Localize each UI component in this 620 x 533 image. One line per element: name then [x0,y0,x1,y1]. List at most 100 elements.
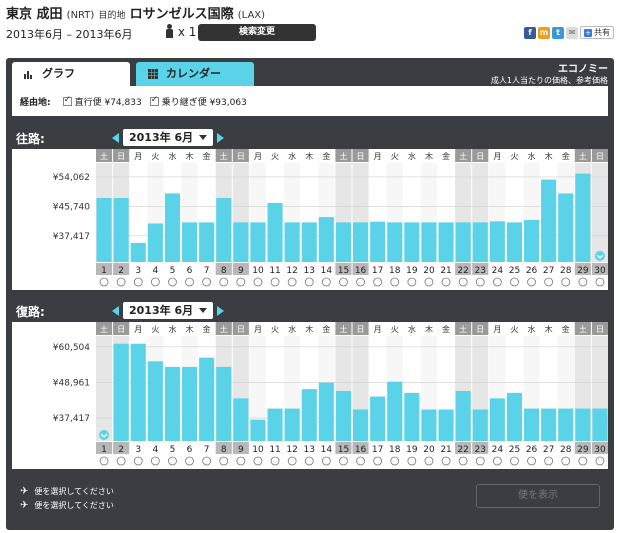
price-bar[interactable] [318,217,334,262]
date-radio[interactable] [544,456,554,466]
date-radio[interactable] [202,277,212,287]
price-bar[interactable] [267,202,283,262]
price-bar[interactable] [284,408,300,441]
date-radio[interactable] [441,277,451,287]
date-radio[interactable] [270,456,280,466]
date-radio[interactable] [150,456,160,466]
price-bar[interactable] [216,198,232,262]
date-radio[interactable] [339,277,348,287]
date-radio[interactable] [304,277,314,287]
price-bar[interactable] [233,398,249,441]
price-bar[interactable] [113,343,129,441]
price-bar[interactable] [147,361,163,441]
date-radio[interactable] [339,456,348,466]
date-radio[interactable] [544,277,554,287]
price-bar[interactable] [301,222,317,262]
price-bar[interactable] [216,366,232,441]
price-bar[interactable] [421,222,437,262]
date-radio[interactable] [373,456,383,466]
price-bar[interactable] [387,222,403,262]
date-radio[interactable] [424,277,434,287]
price-bar[interactable] [301,389,317,441]
price-bar[interactable] [250,419,266,441]
date-radio[interactable] [133,456,143,466]
price-bar[interactable] [575,173,591,262]
price-bar[interactable] [524,219,540,262]
date-radio[interactable] [561,456,571,466]
date-radio[interactable] [578,456,588,466]
date-radio[interactable] [595,456,605,466]
price-bar[interactable] [318,382,334,441]
price-bar[interactable] [489,398,505,441]
price-bar[interactable] [592,408,608,441]
prev-month-icon[interactable] [112,132,119,143]
price-bar[interactable] [113,198,129,262]
price-bar[interactable] [130,242,146,262]
price-bar[interactable] [404,392,420,441]
passenger-count[interactable]: x 1 [165,24,196,39]
outbound-month-select[interactable]: 2013年 6月 [123,129,214,146]
price-bar[interactable] [233,222,249,262]
price-bar[interactable] [267,408,283,441]
date-radio[interactable] [407,456,417,466]
price-bar[interactable] [438,409,454,442]
date-radio[interactable] [407,277,417,287]
date-radio[interactable] [321,456,331,466]
price-bar[interactable] [404,222,420,262]
price-bar[interactable] [130,343,146,441]
price-bar[interactable] [421,409,437,442]
price-bar[interactable] [164,366,180,441]
date-radio[interactable] [390,277,400,287]
price-bar[interactable] [182,366,198,441]
date-radio[interactable] [356,277,365,287]
price-bar[interactable] [147,223,163,262]
date-radio[interactable] [458,277,468,287]
email-icon[interactable]: ✉ [566,26,578,39]
next-month-icon[interactable] [217,305,225,316]
date-radio[interactable] [304,456,314,466]
date-radio[interactable] [441,456,451,466]
date-radio[interactable] [510,456,519,466]
date-radio[interactable] [133,277,143,287]
price-bar[interactable] [96,198,112,262]
price-bar[interactable] [370,396,386,441]
price-bar[interactable] [438,222,454,262]
price-bar[interactable] [335,390,351,441]
price-bar[interactable] [250,222,266,262]
share-button[interactable]: + 共有 [580,26,614,39]
price-bar[interactable] [558,193,574,262]
direct-checkbox[interactable]: 直行便 ¥74,833 [62,95,142,108]
date-radio[interactable] [236,456,246,466]
date-radio[interactable] [150,277,160,287]
date-radio[interactable] [373,277,383,287]
date-radio[interactable] [99,456,109,466]
tab-graph[interactable]: グラフ [12,62,130,86]
date-radio[interactable] [492,456,502,466]
date-radio[interactable] [595,277,605,287]
date-radio[interactable] [527,456,536,466]
date-radio[interactable] [202,456,212,466]
connecting-checkbox[interactable]: 乗り継ぎ便 ¥93,063 [149,95,247,108]
price-bar[interactable] [472,409,488,442]
price-bar[interactable] [284,222,300,262]
price-bar[interactable] [335,222,351,262]
date-radio[interactable] [492,277,502,287]
date-radio[interactable] [116,456,126,466]
price-bar[interactable] [489,221,505,262]
date-radio[interactable] [578,277,588,287]
date-radio[interactable] [219,277,229,287]
date-radio[interactable] [475,277,485,287]
next-month-icon[interactable] [217,132,225,143]
date-radio[interactable] [287,277,297,287]
date-radio[interactable] [424,456,434,466]
date-radio[interactable] [287,456,297,466]
date-radio[interactable] [270,277,280,287]
mixi-icon[interactable]: m [538,26,550,39]
date-radio[interactable] [236,277,246,287]
tab-calendar[interactable]: カレンダー [136,62,254,86]
date-radio[interactable] [185,456,194,466]
date-radio[interactable] [168,277,177,287]
date-radio[interactable] [116,277,126,287]
price-bar[interactable] [506,392,522,441]
search-change-button[interactable]: 検索変更 [198,24,316,41]
